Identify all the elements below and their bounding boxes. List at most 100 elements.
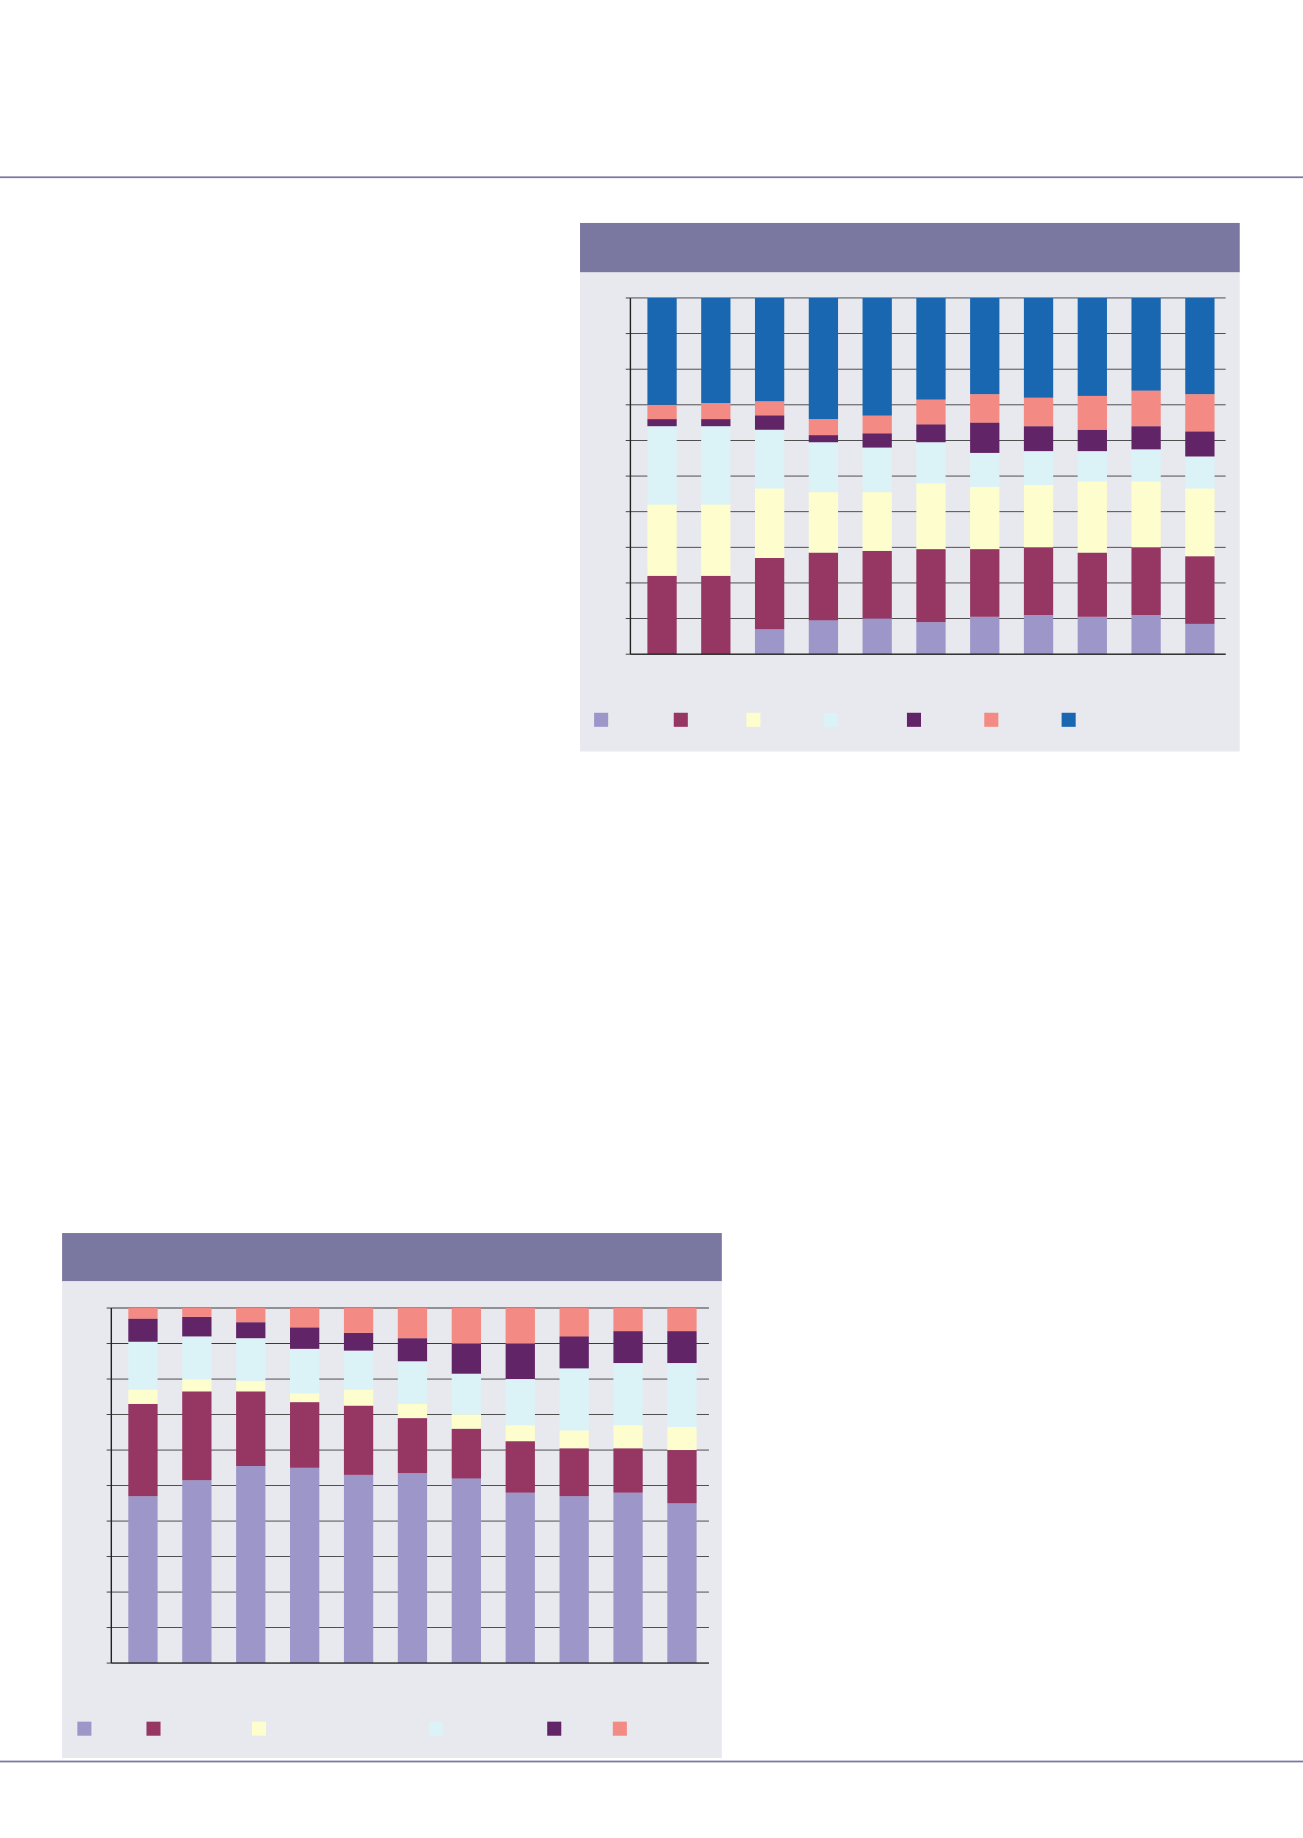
bar-segment	[667, 1450, 697, 1504]
bar-segment	[647, 504, 677, 576]
bar-segment	[505, 1441, 535, 1493]
bar-segment	[236, 1338, 266, 1381]
bar-segment	[343, 1350, 374, 1390]
bar-segment	[236, 1322, 266, 1339]
bar-segment	[754, 415, 785, 430]
legend-swatch	[612, 1721, 627, 1736]
bar-segment	[647, 404, 677, 420]
bar-segment	[236, 1466, 266, 1664]
bar-segment	[701, 403, 731, 420]
bar-segment	[1023, 397, 1054, 427]
bar-segment	[343, 1405, 374, 1475]
bar-segment	[397, 1473, 428, 1664]
bar-segment	[343, 1308, 374, 1333]
bar-segment	[1023, 547, 1054, 615]
bar-segment	[1077, 616, 1107, 655]
bar-segment	[1077, 451, 1107, 482]
legend-swatch	[906, 712, 922, 727]
bar-segment	[970, 616, 1000, 655]
bar-segment	[970, 422, 1000, 453]
bar-segment	[808, 492, 839, 553]
bar-segment	[862, 433, 892, 448]
legend-swatch	[673, 712, 688, 727]
bar-segment	[916, 424, 946, 443]
bar-segment	[290, 1467, 320, 1664]
bar-segment	[647, 426, 677, 505]
bar-segment	[613, 1308, 643, 1332]
bar-segment	[613, 1492, 643, 1664]
bar-segment	[182, 1308, 212, 1317]
bar-segment	[451, 1414, 482, 1429]
chart-panel	[580, 222, 1240, 752]
bar-segment	[1023, 484, 1054, 548]
bar-segment	[754, 401, 785, 416]
bar-segment	[1077, 429, 1107, 452]
bar-segment	[667, 1331, 697, 1364]
bar-segment	[343, 1389, 374, 1406]
bar-segment	[916, 442, 946, 484]
bar-segment	[1185, 394, 1215, 432]
bar-segment	[613, 1425, 643, 1449]
legend-swatch	[547, 1721, 562, 1736]
bar-segment	[559, 1336, 589, 1369]
bar-segment	[182, 1480, 212, 1664]
bar-segment	[916, 622, 946, 655]
bar-segment	[808, 435, 839, 443]
bar-segment	[1077, 395, 1107, 430]
bar-segment	[701, 297, 731, 404]
bar-segment	[1077, 297, 1107, 396]
bar-segment	[559, 1448, 589, 1497]
bar-segment	[1185, 297, 1215, 395]
bar-segment	[505, 1492, 535, 1664]
chart-panel	[62, 1233, 722, 1758]
bar-segment	[451, 1343, 482, 1374]
bar-segment	[128, 1308, 158, 1319]
bar-segment	[451, 1373, 482, 1415]
bar-segment	[1131, 449, 1161, 482]
bar-segment	[667, 1308, 697, 1332]
bar-segment	[970, 297, 1000, 395]
bar-segment	[1131, 297, 1161, 391]
bar-segment	[970, 486, 1000, 550]
bar-segment	[1185, 623, 1215, 655]
bar-segment	[1185, 488, 1215, 557]
bar-segment	[397, 1338, 428, 1362]
legend-swatch	[746, 712, 761, 727]
bar-segment	[1185, 556, 1215, 624]
bar-segment	[1131, 481, 1161, 548]
bar-segment	[701, 504, 731, 576]
bar-segment	[1077, 481, 1107, 553]
bar-segment	[1023, 451, 1054, 485]
bar-segment	[916, 399, 946, 425]
bar-segment	[754, 297, 785, 402]
bar-segment	[559, 1430, 589, 1449]
bar-segment	[290, 1402, 320, 1468]
bar-segment	[647, 297, 677, 405]
legend-swatch	[984, 712, 999, 727]
bar-segment	[1131, 547, 1161, 615]
bar-segment	[397, 1361, 428, 1404]
bar-segment	[754, 488, 785, 559]
bar-segment	[808, 419, 839, 436]
bar-segment	[970, 394, 1000, 423]
bar-segment	[808, 620, 839, 655]
bar-segment	[505, 1343, 535, 1380]
bar-segment	[613, 1363, 643, 1426]
bar-segment	[505, 1379, 535, 1426]
bar-segment	[613, 1331, 643, 1364]
legend-swatch	[428, 1721, 443, 1736]
bar-segment	[128, 1341, 158, 1390]
bar-segment	[290, 1327, 320, 1349]
bar-segment	[613, 1448, 643, 1493]
bar-segment	[505, 1308, 535, 1344]
bar-segment	[862, 492, 892, 551]
bar-segment	[128, 1403, 158, 1497]
bar-segment	[559, 1308, 589, 1337]
bar-segment	[916, 297, 946, 400]
bar-segment	[970, 452, 1000, 487]
bar-segment	[808, 297, 839, 420]
bar-segment	[808, 442, 839, 493]
legend-swatch	[594, 712, 609, 727]
